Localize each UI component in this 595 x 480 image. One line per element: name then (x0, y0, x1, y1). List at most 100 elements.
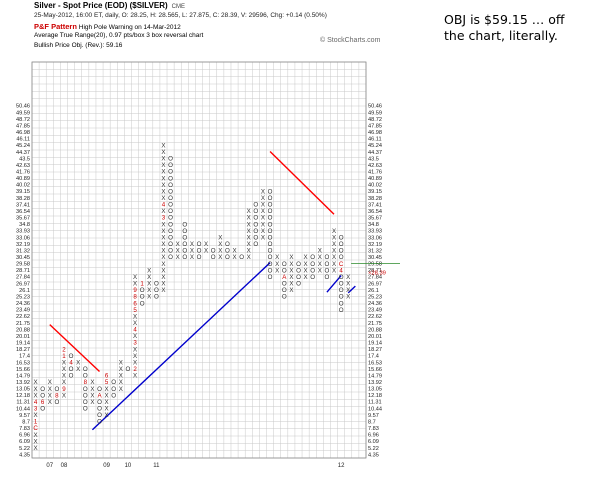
y-tick-label-right: 34.8 (368, 222, 379, 228)
y-tick-label-left: 30.45 (16, 255, 30, 261)
x-box: X (161, 188, 165, 195)
pattern-text: High Pole Warning on 14-Mar-2012 (78, 24, 181, 31)
o-box: O (339, 294, 344, 301)
o-box: O (168, 221, 173, 228)
o-box: O (253, 228, 258, 235)
x-box: X (161, 195, 165, 202)
o-box: O (111, 392, 116, 399)
y-tick-label-left: 37.41 (16, 202, 30, 208)
x-box: X (119, 359, 123, 366)
o-box: O (282, 261, 287, 268)
o-box: O (40, 386, 45, 393)
chart-title-text: Silver - Spot Price (EOD) ($SILVER) (34, 1, 168, 10)
y-tick-label-left: 32.19 (16, 242, 30, 248)
y-tick-label-right: 28.71 (368, 268, 382, 274)
y-tick-label-right: 46.98 (368, 130, 382, 136)
o-box: O (282, 287, 287, 294)
y-tick-label-right: 26.97 (368, 281, 382, 287)
y-tick-label-right: 14.79 (368, 373, 382, 379)
x-box: X (133, 274, 137, 281)
x-box: X (261, 228, 265, 235)
o-box: O (182, 254, 187, 261)
y-tick-label-left: 7.83 (19, 426, 30, 432)
x-box: X (105, 399, 109, 406)
o-box: O (168, 234, 173, 241)
o-box: O (197, 248, 202, 255)
o-box: O (97, 412, 102, 419)
x-box: X (261, 188, 265, 195)
month-marker: 6 (133, 300, 137, 307)
x-box: X (247, 228, 251, 235)
y-tick-label-right: 17.4 (368, 354, 379, 360)
o-box: O (197, 254, 202, 261)
o-box: O (182, 248, 187, 255)
x-box: X (190, 248, 194, 255)
o-box: O (182, 221, 187, 228)
x-box: X (161, 254, 165, 261)
x-box: X (346, 274, 350, 281)
month-marker: 1 (140, 281, 144, 288)
o-box: O (268, 261, 273, 268)
o-box: O (253, 208, 258, 215)
o-box: O (211, 254, 216, 261)
y-tick-label-left: 40.02 (16, 183, 30, 189)
x-box: X (48, 386, 52, 393)
bullish-objective-line: Bullish Price Obj. (Rev.): 59.16 (34, 42, 123, 49)
y-tick-label-right: 23.49 (368, 308, 382, 314)
o-box: O (268, 188, 273, 195)
x-box: X (161, 162, 165, 169)
bearish-resistance-line (269, 151, 335, 215)
y-tick-label-left: 26.1 (19, 288, 30, 294)
x-box: X (332, 241, 336, 248)
x-box: X (161, 149, 165, 156)
y-tick-label-left: 33.06 (16, 235, 30, 241)
x-box: X (76, 366, 80, 373)
o-box: O (154, 287, 159, 294)
o-box: O (268, 228, 273, 235)
month-marker: 5 (133, 307, 137, 314)
x-box: X (133, 353, 137, 360)
x-box: X (105, 386, 109, 393)
x-box: X (133, 346, 137, 353)
o-box: O (225, 241, 230, 248)
y-tick-label-left: 5.22 (19, 446, 30, 452)
y-tick-label-left: 13.92 (16, 380, 30, 386)
x-box: X (161, 156, 165, 163)
o-box: O (69, 373, 74, 380)
y-tick-label-left: 23.49 (16, 308, 30, 314)
x-box: X (176, 254, 180, 261)
o-box: O (83, 405, 88, 412)
x-box: X (289, 281, 293, 288)
o-box: O (154, 281, 159, 288)
y-tick-label-left: 26.97 (16, 281, 30, 287)
o-box: O (97, 386, 102, 393)
x-box: X (161, 287, 165, 294)
month-marker: 4 (133, 327, 137, 334)
y-tick-label-left: 20.88 (16, 327, 30, 333)
x-box: X (147, 287, 151, 294)
x-box: X (275, 261, 279, 268)
y-tick-label-left: 25.23 (16, 294, 30, 300)
x-box: X (332, 248, 336, 255)
y-tick-label-right: 45.24 (368, 143, 382, 149)
x-box: X (105, 392, 109, 399)
y-tick-label-right: 5.22 (368, 446, 379, 452)
x-box: X (133, 281, 137, 288)
o-box: O (268, 208, 273, 215)
o-box: O (310, 267, 315, 274)
o-box: O (69, 366, 74, 373)
o-box: O (69, 353, 74, 360)
o-box: O (83, 399, 88, 406)
o-box: O (268, 215, 273, 222)
o-box: O (225, 248, 230, 255)
o-box: O (83, 373, 88, 380)
month-marker: 1 (34, 419, 38, 426)
y-tick-label-left: 50.46 (16, 104, 30, 110)
o-box: O (310, 274, 315, 281)
o-box: O (253, 202, 258, 209)
x-box: X (76, 359, 80, 366)
y-tick-label-left: 4.35 (19, 452, 30, 458)
y-tick-label-right: 13.92 (368, 380, 382, 386)
month-marker: 2 (62, 346, 66, 353)
